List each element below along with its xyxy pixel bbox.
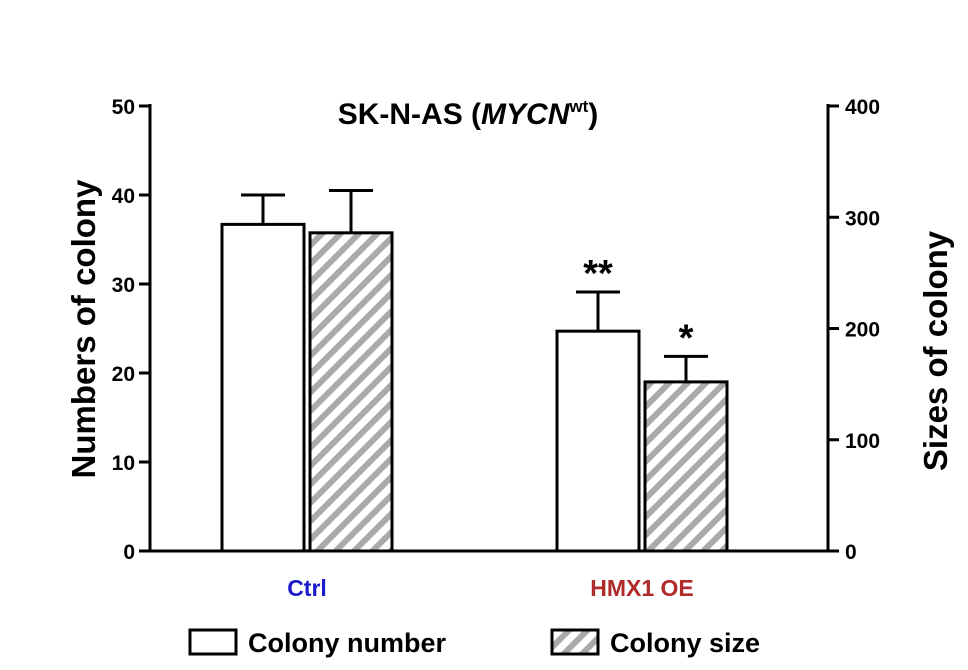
legend-label: Colony size <box>610 628 760 658</box>
bar-colony-size <box>308 231 394 553</box>
left-y-tick-label: 50 <box>112 96 135 119</box>
legend-label: Colony number <box>248 628 446 658</box>
right-y-tick-label: 300 <box>845 207 880 230</box>
legend-swatch <box>188 628 238 656</box>
left-y-tick-label: 10 <box>112 452 135 475</box>
bar-colony-size <box>643 380 729 553</box>
significance-label: * <box>679 317 694 359</box>
left-y-tick-label: 20 <box>112 363 135 386</box>
left-y-tick-label: 30 <box>112 274 135 297</box>
left-y-axis-title: Numbers of colony <box>65 179 102 479</box>
bar-colony-number <box>555 329 641 553</box>
x-category-label: Ctrl <box>287 575 327 601</box>
legend-swatch <box>550 628 600 656</box>
chart-title: SK-N-AS (MYCNwt) <box>338 97 599 131</box>
right-y-tick-label: 200 <box>845 319 880 342</box>
right-y-tick-label: 0 <box>845 541 857 564</box>
left-y-tick-label: 0 <box>123 541 135 564</box>
significance-label: ** <box>583 253 613 295</box>
left-y-tick-label: 40 <box>112 185 135 208</box>
x-category-label: HMX1 OE <box>590 575 694 601</box>
bar-colony-number <box>220 222 306 553</box>
right-y-tick-label: 100 <box>845 430 880 453</box>
right-y-axis-title: Sizes of colony <box>917 230 954 471</box>
right-y-tick-label: 400 <box>845 96 880 119</box>
